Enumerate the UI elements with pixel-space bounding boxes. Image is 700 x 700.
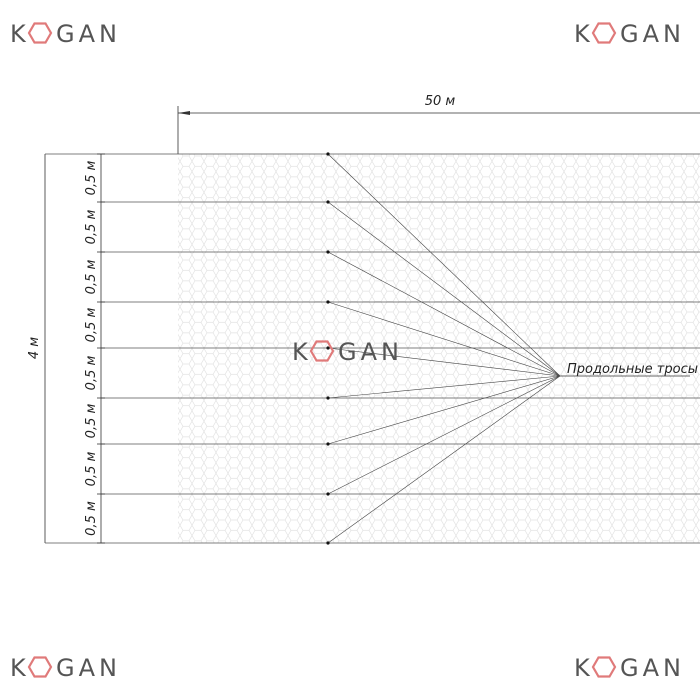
segment-label: 0,5 м [84, 161, 99, 196]
rope-dot [326, 346, 330, 350]
arrow [178, 111, 190, 115]
leader [327, 375, 561, 399]
segment-label: 0,5 м [84, 356, 99, 391]
rope-dot [326, 200, 330, 204]
watermark: K [10, 654, 30, 682]
rope-dot [326, 396, 330, 400]
watermark: GAN [56, 654, 121, 682]
rope-dot [326, 492, 330, 496]
leader [327, 375, 561, 445]
watermark: GAN [338, 338, 403, 366]
segment-label: 0,5 м [84, 501, 99, 536]
segment-label: 0,5 м [84, 210, 99, 245]
watermark-hex [591, 22, 617, 44]
rope-dot [326, 442, 330, 446]
watermark: K [574, 20, 594, 48]
watermark-hex [27, 22, 53, 44]
rope-dot [326, 541, 330, 545]
watermark: GAN [56, 20, 121, 48]
watermark: K [292, 338, 312, 366]
watermark-hex [27, 656, 53, 678]
segment-label: 0,5 м [84, 308, 99, 343]
rope-dot [326, 250, 330, 254]
segment-label: 0,5 м [84, 260, 99, 295]
rope-dot [326, 152, 330, 156]
watermark: GAN [620, 654, 685, 682]
watermark-hex [309, 340, 335, 362]
height-label: 4 м [27, 337, 42, 359]
watermark: K [574, 654, 594, 682]
leader [327, 153, 561, 377]
callout: Продольные тросы [567, 362, 698, 377]
watermark: K [10, 20, 30, 48]
leader [327, 201, 561, 377]
length-label: 50 м [425, 94, 456, 109]
segment-label: 0,5 м [84, 404, 99, 439]
leader [327, 301, 561, 377]
leader [327, 347, 561, 377]
leader [327, 251, 561, 377]
watermark-hex [591, 656, 617, 678]
watermark: GAN [620, 20, 685, 48]
mesh [178, 154, 700, 543]
segment-label: 0,5 м [84, 452, 99, 487]
rope-dot [326, 300, 330, 304]
leader [327, 375, 561, 544]
leader [327, 375, 561, 495]
